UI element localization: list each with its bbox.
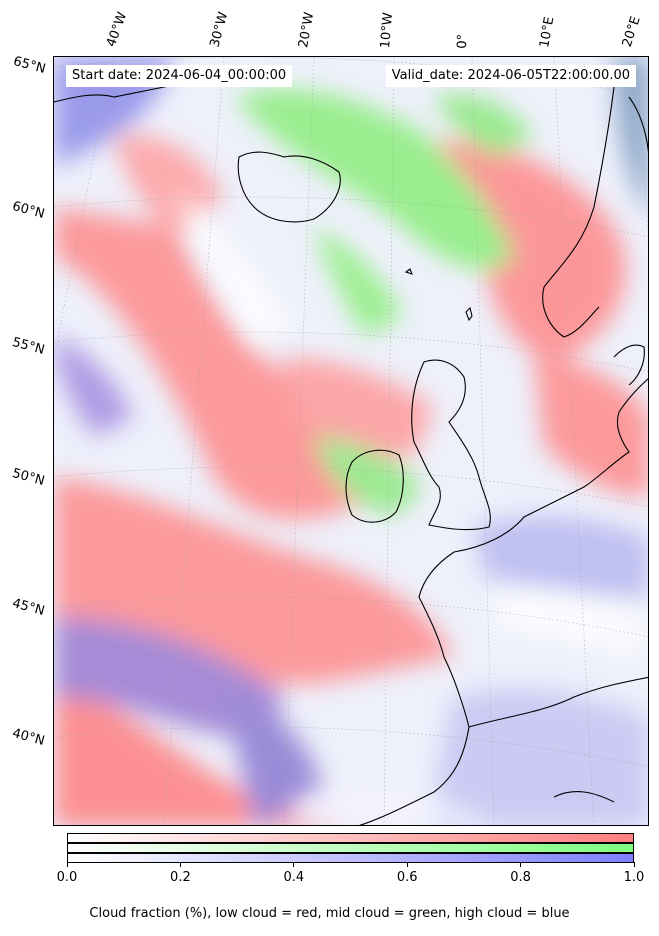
cloud-fraction-map: Start date: 2024-06-04_00:00:00 Valid_da… [53,56,649,826]
lat-label-45n: 45°N [10,596,47,619]
lat-label-40n: 40°N [10,726,47,749]
colorbar-tick [293,862,295,867]
lat-label-65n: 65°N [11,54,48,77]
lat-label-50n: 50°N [10,466,47,489]
lon-label-30w: 30°W [207,10,232,49]
colorbar-tick [406,862,408,867]
colorbar-tick-label: 0.2 [170,870,191,885]
colorbar-tick [520,862,522,867]
colorbar-tick [633,862,635,867]
colorbar-mid-cloud [67,843,634,853]
lon-label-10w: 10°W [378,11,397,49]
colorbar-tick-label: 0.4 [283,870,305,885]
lon-label-20w: 20°W [296,11,318,50]
lon-label-40w: 40°W [103,10,131,49]
colorbar-caption: Cloud fraction (%), low cloud = red, mid… [89,906,570,921]
colorbar-tick-label: 0.8 [510,870,531,885]
colorbar-tick-label: 0.6 [396,870,418,885]
lon-label-20e: 20°E [619,14,644,50]
lat-label-55n: 55°N [10,335,47,358]
start-date-label: Start date: 2024-06-04_00:00:00 [66,65,293,87]
colorbar-tick-label: 0.0 [56,870,78,885]
valid-date-label: Valid_date: 2024-06-05T22:00:00.00 [385,65,636,87]
lat-label-60n: 60°N [10,199,47,222]
lon-label-10e: 10°E [537,15,558,49]
colorbar-low-cloud [67,833,634,843]
colorbar-tick-label: 1.0 [623,870,645,885]
lon-label-0: 0° [455,33,471,49]
colorbar-high-cloud [67,853,634,863]
colorbar-tick [66,862,68,867]
colorbar-tick [179,862,181,867]
